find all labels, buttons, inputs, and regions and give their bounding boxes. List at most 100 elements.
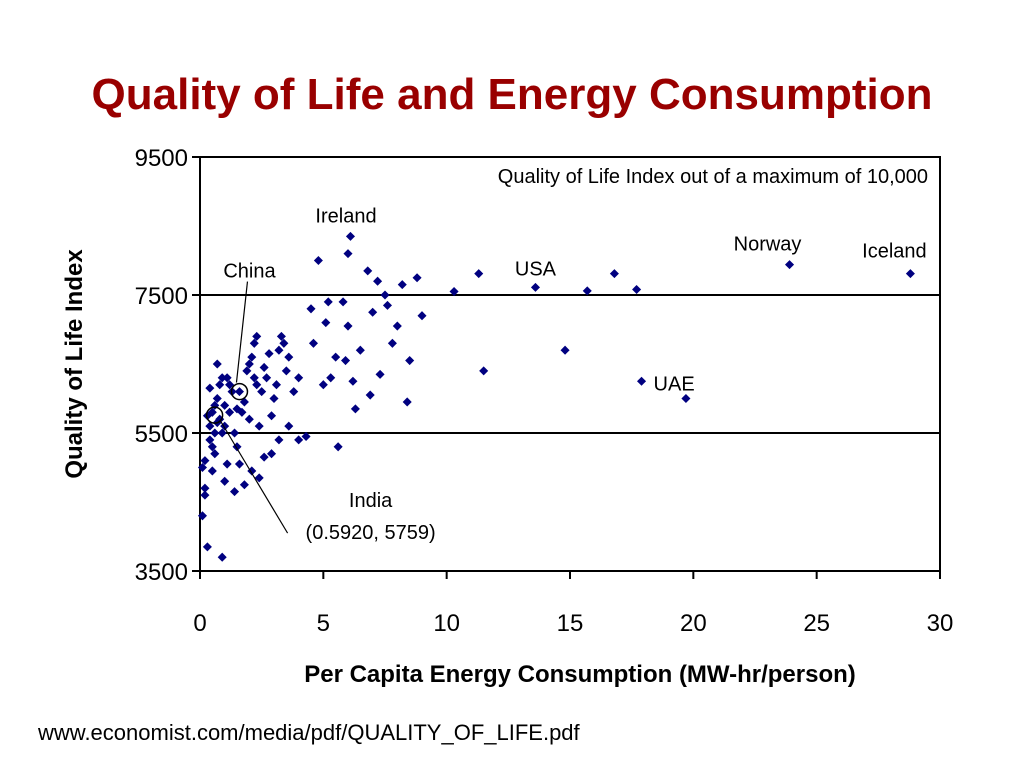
data-point (205, 435, 215, 445)
data-point (308, 338, 318, 348)
data-point (200, 490, 210, 500)
data-point (230, 428, 240, 438)
data-point (284, 352, 294, 362)
data-point (210, 428, 220, 438)
data-point (220, 400, 230, 410)
plot-frame (199, 156, 941, 572)
data-point (582, 286, 592, 296)
annotation-india-value: (0.5920, 5759) (306, 522, 436, 544)
data-point (355, 345, 365, 355)
data-point (220, 476, 230, 486)
x-axis-label: Per Capita Energy Consumption (MW-hr/per… (304, 661, 856, 688)
data-point (368, 307, 378, 317)
data-point (257, 387, 267, 397)
data-point (207, 407, 217, 417)
data-point (387, 338, 397, 348)
data-point (267, 411, 277, 421)
data-point (333, 442, 343, 452)
point-layer (197, 231, 915, 562)
data-point (392, 321, 402, 331)
data-point (405, 356, 415, 366)
data-point (254, 421, 264, 431)
data-point (244, 414, 254, 424)
data-point (284, 421, 294, 431)
data-point (225, 380, 235, 390)
data-point (609, 269, 619, 279)
x-tick-label: 15 (557, 610, 584, 637)
data-point (905, 269, 915, 279)
annotation-usa: USA (515, 258, 557, 280)
data-point (207, 466, 217, 476)
data-point (215, 380, 225, 390)
data-point (217, 428, 227, 438)
data-point (382, 300, 392, 310)
data-point (313, 255, 323, 266)
data-point (200, 456, 210, 466)
data-point (262, 373, 272, 383)
data-point (348, 376, 358, 386)
annotation-iceland: Iceland (862, 241, 927, 263)
data-point (318, 380, 328, 390)
data-point (274, 345, 284, 355)
data-point (222, 459, 232, 469)
data-point (274, 435, 284, 445)
data-point (417, 311, 427, 321)
india-highlight-circle (205, 406, 224, 424)
data-point (271, 380, 281, 390)
data-point (479, 366, 489, 376)
data-point (197, 462, 207, 473)
chart-title: Quality of Life and Energy Consumption (91, 70, 933, 119)
data-point (345, 231, 355, 241)
data-point (234, 387, 244, 397)
x-tick-label: 5 (317, 610, 330, 637)
annotation-uae: UAE (654, 374, 695, 396)
data-point (212, 359, 222, 369)
data-point (412, 273, 422, 283)
data-point (249, 373, 259, 383)
data-point (474, 269, 484, 279)
data-point (237, 407, 247, 417)
y-axis-label: Quality of Life Index (61, 249, 88, 479)
y-tick-label: 3500 (135, 559, 188, 586)
data-point (365, 390, 375, 400)
data-point (217, 552, 227, 562)
data-point (338, 297, 348, 307)
data-point (200, 483, 210, 493)
data-point (343, 249, 353, 259)
annotation-ireland: Ireland (315, 205, 376, 227)
annotation-india: India (349, 490, 393, 512)
data-point (222, 373, 232, 383)
x-tick-label: 0 (193, 610, 206, 637)
china-leader-line (235, 281, 249, 383)
data-point (323, 297, 333, 307)
source-link[interactable]: www.economist.com/media/pdf/QUALITY_OF_L… (38, 720, 580, 745)
x-tick-label: 10 (433, 610, 460, 637)
data-point (281, 366, 291, 376)
data-point (343, 321, 353, 331)
data-point (321, 318, 331, 328)
data-point (380, 290, 390, 300)
china-highlight-circle (230, 382, 249, 401)
y-tick-label: 5500 (135, 421, 188, 448)
x-tick-label: 25 (803, 610, 830, 637)
data-point (202, 542, 212, 552)
x-tick-label: 30 (927, 610, 954, 637)
y-tick-label: 7500 (135, 283, 188, 310)
data-point (205, 421, 215, 431)
data-point (217, 373, 227, 383)
annotation-layer: Ireland USA Norway Iceland UAE China India (0.5… (205, 205, 927, 544)
data-point (397, 280, 407, 290)
data-point (350, 404, 360, 414)
data-point (212, 393, 222, 404)
data-point (269, 393, 279, 404)
data-point (375, 369, 385, 379)
data-point (402, 397, 412, 407)
data-point (264, 349, 274, 359)
data-point (785, 260, 795, 270)
data-point (259, 362, 269, 372)
data-point (326, 373, 336, 383)
data-point (306, 304, 316, 314)
annotation-norway: Norway (734, 234, 802, 256)
data-point (331, 352, 341, 362)
